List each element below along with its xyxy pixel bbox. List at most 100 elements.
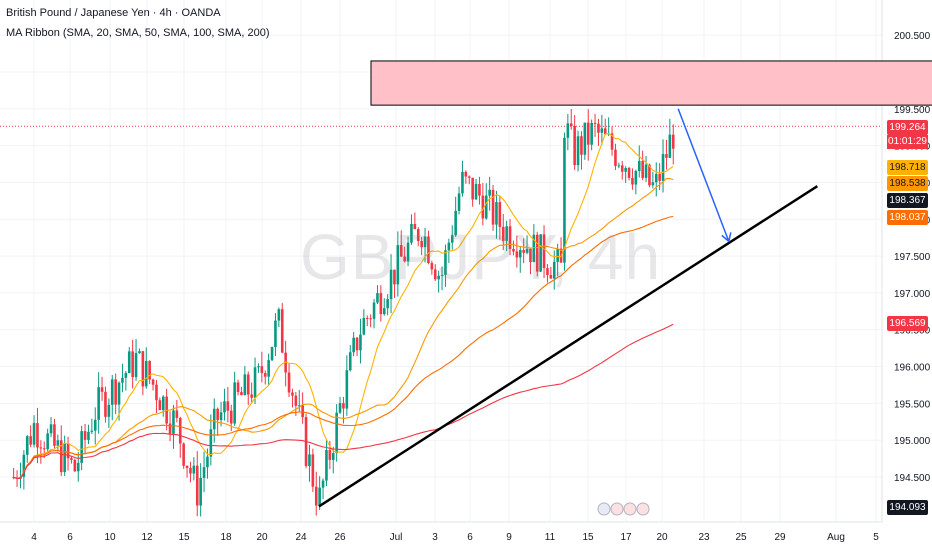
candle-body <box>563 137 566 263</box>
candle-body <box>280 309 284 353</box>
candle-body <box>532 234 536 263</box>
candle-body <box>597 123 600 133</box>
candle-body <box>141 351 145 387</box>
candle-body <box>178 417 182 444</box>
economic-event-icon <box>610 502 624 516</box>
time-tick-label: 20 <box>656 532 668 543</box>
time-tick-label: 20 <box>256 532 268 543</box>
candle-body <box>63 443 66 473</box>
candle-body <box>263 373 267 377</box>
candle-body <box>393 269 396 285</box>
time-tick-label: 15 <box>178 532 190 543</box>
candle-body <box>580 136 583 155</box>
price-tick-label: 197.000 <box>894 289 931 300</box>
candle-body <box>427 236 430 264</box>
time-tick-label: 25 <box>735 532 747 543</box>
candle-body <box>100 387 104 392</box>
candle-body <box>651 182 655 186</box>
resistance-zone <box>370 60 932 106</box>
candle-body <box>406 242 410 262</box>
candle-body <box>66 443 70 459</box>
candle-body <box>617 165 621 167</box>
candle-body <box>386 299 389 309</box>
candle-body <box>216 408 219 421</box>
ma-line-200 <box>13 323 674 479</box>
candle-body <box>648 164 651 186</box>
candle-body <box>274 320 277 348</box>
time-tick-label: 6 <box>67 532 73 543</box>
candle-body <box>348 352 352 371</box>
bottom-price-tag: 194.093 <box>887 500 928 515</box>
candle-body <box>359 334 362 351</box>
candle-body <box>318 487 321 506</box>
candle-body <box>413 224 417 230</box>
candle-body <box>148 360 151 380</box>
time-tick-label: 12 <box>141 532 153 543</box>
candle-body <box>76 462 80 472</box>
candle-body <box>59 440 63 473</box>
candle-body <box>134 353 138 378</box>
candle-body <box>593 122 597 124</box>
candle-body <box>661 154 665 181</box>
candle-body <box>345 370 349 409</box>
candle-body <box>223 401 226 413</box>
candle-body <box>70 458 73 460</box>
candle-body <box>253 367 257 398</box>
candle-body <box>158 400 162 411</box>
time-tick-label: 11 <box>545 532 556 543</box>
candle-body <box>603 128 607 135</box>
candle-body <box>114 379 117 405</box>
time-tick-label: 4 <box>31 532 37 543</box>
candle-body <box>481 195 485 219</box>
candle-body <box>294 395 298 406</box>
candle-body <box>372 302 376 319</box>
candle-body <box>124 372 128 378</box>
candle-body <box>325 449 328 481</box>
bar-countdown-tag: 01:01:29 <box>887 135 928 149</box>
sma20-price-tag: 198.718 <box>887 160 928 175</box>
candle-body <box>529 248 532 263</box>
candle-body <box>49 424 53 434</box>
candle-body <box>331 453 335 460</box>
time-tick-label: Jul <box>390 532 403 543</box>
symbol-title: British Pound / Japanese Yen · 4h · OAND… <box>6 7 221 19</box>
price-tick-label: 197.500 <box>894 252 931 263</box>
sma200-price-tag: 196.569 <box>887 316 928 331</box>
candle-body <box>121 377 124 383</box>
candle-body <box>233 382 236 424</box>
candle-body <box>308 454 311 467</box>
candle-body <box>658 173 661 181</box>
candle-body <box>236 382 240 393</box>
candle-body <box>488 189 491 196</box>
candle-body <box>212 408 216 430</box>
candle-body <box>287 372 291 393</box>
candle-body <box>518 250 522 258</box>
ma-line-100 <box>13 215 674 479</box>
candle-body <box>430 263 434 270</box>
candle-body <box>464 171 468 177</box>
candle-body <box>90 430 94 432</box>
candle-body <box>654 173 658 183</box>
candle-body <box>668 134 672 158</box>
ma-line-20 <box>13 133 674 479</box>
price-tick-label: 196.000 <box>894 363 931 374</box>
candle-body <box>311 454 315 487</box>
candle-body <box>314 486 318 506</box>
time-tick-label: 24 <box>295 532 307 543</box>
candle-body <box>168 423 172 434</box>
candle-body <box>620 165 624 172</box>
sma50-price-tag: 198.538 <box>887 176 928 191</box>
candle-body <box>501 226 505 241</box>
candle-body <box>352 337 355 353</box>
candle-body <box>515 251 519 258</box>
candle-body <box>379 293 383 315</box>
candle-body <box>365 317 369 319</box>
candle-body <box>583 122 587 155</box>
candle-body <box>420 241 423 248</box>
candle-body <box>600 128 604 133</box>
sma100-price-tag: 198.037 <box>887 210 928 225</box>
candle-body <box>355 337 359 351</box>
candle-body <box>56 440 60 446</box>
candle-body <box>107 404 111 417</box>
price-tick-label: 200.500 <box>894 31 931 42</box>
